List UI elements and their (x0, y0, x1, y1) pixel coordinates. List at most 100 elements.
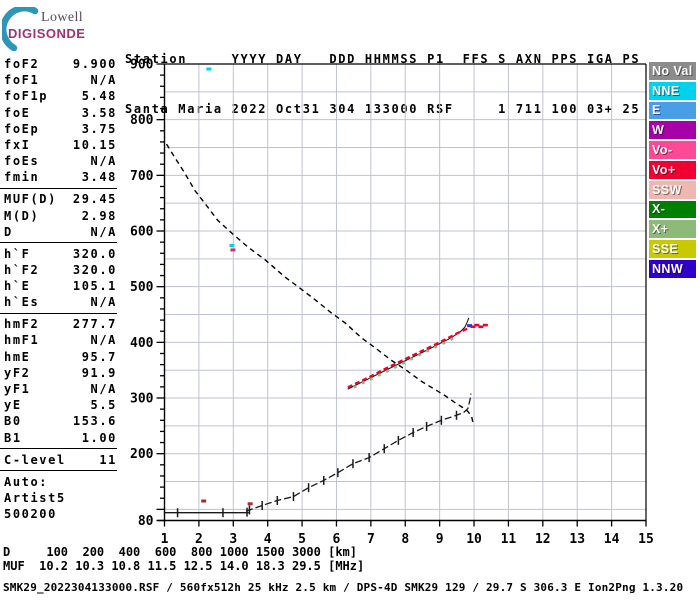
echo-speck (206, 67, 212, 71)
param-row: hmF2 277.7 (0, 316, 117, 332)
param-row: yE 5.5 (0, 397, 117, 413)
param-label: foE (4, 105, 31, 120)
param-row: Auto: (0, 473, 117, 489)
x-tick-label: 13 (569, 532, 585, 547)
param-value: 10.15 (72, 138, 117, 153)
param-row: hmF1 N/A (0, 332, 117, 348)
param-value: 11 (99, 452, 117, 467)
param-label: C-level (4, 452, 66, 467)
param-label: Auto: (4, 474, 49, 489)
param-label: foF1p (4, 89, 49, 104)
x-tick-label: 1 (161, 532, 169, 547)
param-row: foF1 N/A (0, 72, 117, 88)
param-label: 500200 (4, 506, 57, 521)
param-value: N/A (90, 224, 117, 239)
y-tick-label: 200 (130, 447, 154, 462)
param-value: N/A (90, 295, 117, 310)
parameter-panel: foF2 9.900 foF1 N/A foF1p 5.48 foE 3.58 foEp 3.75… (0, 56, 117, 522)
param-row: foF2 9.900 (0, 56, 117, 72)
x-tick-label: 14 (604, 532, 620, 547)
param-label: foF1 (4, 73, 40, 88)
param-row: fmin 3.48 (0, 169, 117, 185)
param-value: 29.45 (72, 192, 117, 207)
panel-divider (0, 470, 117, 472)
param-value: N/A (90, 333, 117, 348)
legend-item-e: E (649, 101, 696, 120)
x-tick-label: 5 (298, 532, 306, 547)
param-row: foF1p 5.48 (0, 88, 117, 104)
logo-digisonde-text: DIGISONDE (8, 26, 86, 41)
echo-speck (230, 248, 236, 252)
param-label: hmF1 (4, 333, 40, 348)
legend-item-x-: X+ (649, 220, 696, 239)
echo-speck (467, 324, 473, 328)
param-value: 3.48 (81, 170, 117, 185)
param-value: 9.900 (72, 57, 117, 72)
x-tick-label: 9 (436, 532, 444, 547)
panel-divider (0, 312, 117, 314)
x-tick-label: 15 (638, 532, 654, 547)
param-value: 153.6 (72, 414, 117, 429)
x-tick-label: 3 (229, 532, 237, 547)
echo-speck (201, 499, 207, 503)
y-tick-label: 400 (130, 336, 154, 351)
param-row: fxI 10.15 (0, 137, 117, 153)
param-row: h`F2 320.0 (0, 262, 117, 278)
doppler-x-mode-green (353, 336, 456, 389)
param-label: h`E (4, 279, 31, 294)
param-value: 5.5 (90, 398, 117, 413)
param-value: 91.9 (81, 365, 117, 380)
param-label: B0 (4, 414, 22, 429)
param-label: foF2 (4, 57, 40, 72)
y-tick-label: 500 (130, 280, 154, 295)
legend-item-sse: SSE (649, 240, 696, 258)
param-row: h`Es N/A (0, 294, 117, 310)
param-row: B1 1.00 (0, 429, 117, 445)
param-row: yF2 91.9 (0, 365, 117, 381)
x-tick-label: 7 (367, 532, 375, 547)
x-tick-label: 4 (264, 532, 272, 547)
param-label: yF2 (4, 365, 31, 380)
logo-lowell-text: Lowell (41, 10, 84, 25)
legend-item-nne: NNE (649, 81, 696, 100)
x-tick-label: 2 (195, 532, 203, 547)
panel-divider (0, 187, 117, 189)
param-row: hmE 95.7 (0, 349, 117, 365)
param-label: M(D) (4, 208, 40, 223)
param-value: 95.7 (81, 349, 117, 364)
x-tick-label: 10 (466, 532, 482, 547)
y-tick-label: 700 (130, 169, 154, 184)
param-label: h`F (4, 246, 31, 261)
param-label: yE (4, 398, 22, 413)
x-tick-label: 12 (535, 532, 551, 547)
x-tick-label: 11 (501, 532, 517, 547)
x-tick-label: 6 (333, 532, 341, 547)
param-row: B0 153.6 (0, 413, 117, 429)
param-label: fxI (4, 138, 31, 153)
doppler-vo-plus-red-scatter (470, 325, 476, 329)
y-tick-label: 80 (138, 514, 154, 529)
muf-row: MUF 10.2 10.3 10.8 11.5 12.5 14.0 18.3 2… (3, 559, 365, 573)
param-label: yF1 (4, 382, 31, 396)
station-header-values: Santa Maria 2022 Oct31 304 133000 RSF 1 … (125, 101, 641, 116)
param-value: N/A (90, 382, 117, 396)
param-value: 3.75 (81, 121, 117, 136)
param-label: h`F2 (4, 262, 40, 277)
param-value: 277.7 (72, 317, 117, 332)
echo-speck (247, 502, 253, 506)
echo-speck (229, 243, 235, 247)
status-line: SMK29_2022304133000.RSF / 560fx512h 25 k… (3, 581, 684, 594)
param-row: C-level 11 (0, 451, 117, 467)
doppler-vo-plus-red-scatter (478, 325, 484, 329)
panel-divider (0, 242, 117, 244)
param-value: 320.0 (72, 246, 117, 261)
f-layer-trace (245, 393, 472, 512)
doppler-vo-plus-red-scatter (482, 323, 488, 327)
profile-curve-dashed (165, 143, 474, 426)
doppler-direction-legend: No Val NNE E W Vo- Vo+ SSW X- X+ SSE NNW (649, 62, 696, 278)
y-tick-label: 900 (130, 58, 154, 73)
legend-item-no-val: No Val (649, 62, 696, 80)
panel-divider (0, 448, 117, 450)
doppler-vo-plus-red (347, 327, 469, 389)
